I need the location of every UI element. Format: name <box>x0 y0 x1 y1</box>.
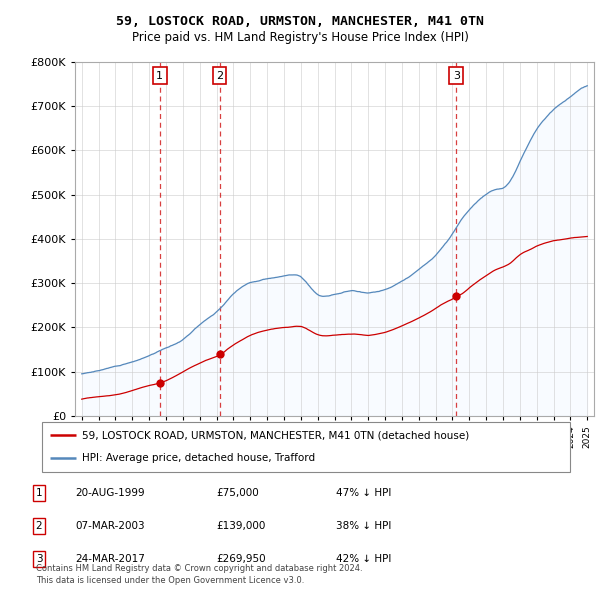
Text: 3: 3 <box>453 71 460 81</box>
Text: Contains HM Land Registry data © Crown copyright and database right 2024.
This d: Contains HM Land Registry data © Crown c… <box>36 565 362 585</box>
Text: 24-MAR-2017: 24-MAR-2017 <box>75 555 145 564</box>
Text: Price paid vs. HM Land Registry's House Price Index (HPI): Price paid vs. HM Land Registry's House … <box>131 31 469 44</box>
FancyBboxPatch shape <box>42 422 570 472</box>
Text: 07-MAR-2003: 07-MAR-2003 <box>75 522 145 531</box>
Text: £139,000: £139,000 <box>216 522 265 531</box>
Text: 3: 3 <box>35 555 43 564</box>
Text: 2: 2 <box>35 522 43 531</box>
Text: £269,950: £269,950 <box>216 555 266 564</box>
Text: 59, LOSTOCK ROAD, URMSTON, MANCHESTER, M41 0TN: 59, LOSTOCK ROAD, URMSTON, MANCHESTER, M… <box>116 15 484 28</box>
Text: 38% ↓ HPI: 38% ↓ HPI <box>336 522 391 531</box>
Text: 2: 2 <box>216 71 223 81</box>
Text: 47% ↓ HPI: 47% ↓ HPI <box>336 488 391 497</box>
Text: HPI: Average price, detached house, Trafford: HPI: Average price, detached house, Traf… <box>82 454 315 464</box>
Text: £75,000: £75,000 <box>216 488 259 497</box>
Text: 42% ↓ HPI: 42% ↓ HPI <box>336 555 391 564</box>
Text: 20-AUG-1999: 20-AUG-1999 <box>75 488 145 497</box>
Text: 59, LOSTOCK ROAD, URMSTON, MANCHESTER, M41 0TN (detached house): 59, LOSTOCK ROAD, URMSTON, MANCHESTER, M… <box>82 430 469 440</box>
Text: 1: 1 <box>35 488 43 497</box>
Text: 1: 1 <box>156 71 163 81</box>
